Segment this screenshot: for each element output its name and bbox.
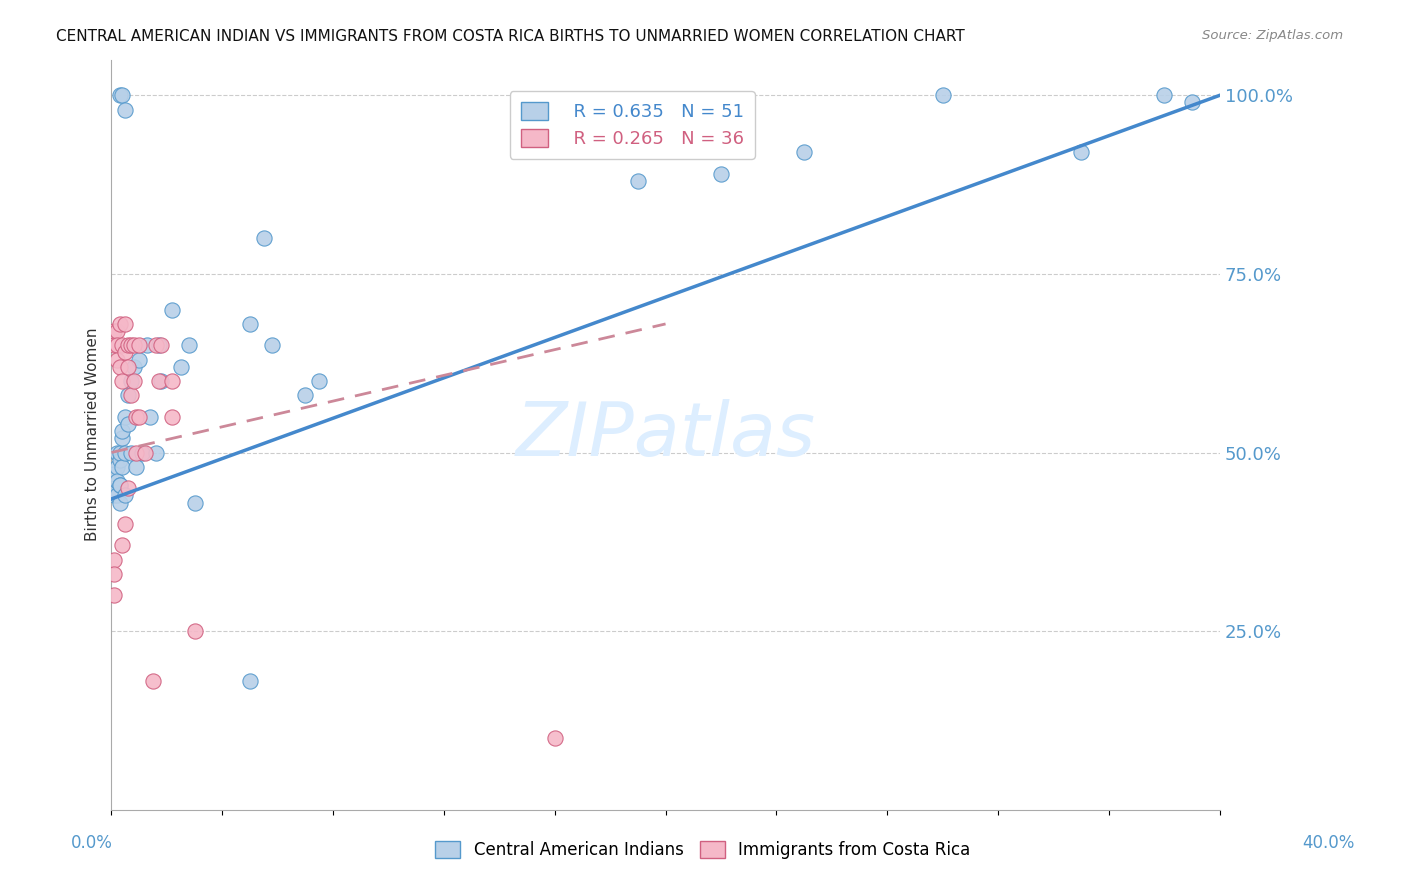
Point xyxy=(103,324,125,338)
Point xyxy=(114,516,136,531)
Point xyxy=(627,174,650,188)
Point xyxy=(125,459,148,474)
Y-axis label: Births to Unmarried Women: Births to Unmarried Women xyxy=(86,328,100,541)
Point xyxy=(150,374,173,388)
Point xyxy=(183,624,205,639)
Point xyxy=(253,231,276,245)
Point xyxy=(117,359,139,374)
Point xyxy=(1181,95,1204,110)
Point xyxy=(122,338,145,352)
Point xyxy=(262,338,284,352)
Point xyxy=(148,374,170,388)
Point xyxy=(128,338,150,352)
Point xyxy=(105,488,128,502)
Point xyxy=(111,424,134,438)
Point xyxy=(308,374,330,388)
Point xyxy=(103,488,125,502)
Point xyxy=(111,431,134,445)
Point xyxy=(139,409,162,424)
Point xyxy=(117,417,139,431)
Text: 0.0%: 0.0% xyxy=(70,834,112,852)
Point xyxy=(103,467,125,481)
Point xyxy=(134,445,156,459)
Point xyxy=(931,88,953,103)
Point xyxy=(544,731,567,746)
Point xyxy=(122,359,145,374)
Point xyxy=(105,338,128,352)
Point xyxy=(142,674,165,689)
Point xyxy=(125,409,148,424)
Point xyxy=(103,484,125,499)
Point xyxy=(120,445,142,459)
Point xyxy=(117,338,139,352)
Point xyxy=(114,345,136,359)
Point xyxy=(1070,145,1092,160)
Point xyxy=(114,488,136,502)
Point xyxy=(103,588,125,602)
Point xyxy=(162,409,184,424)
Point xyxy=(120,374,142,388)
Point xyxy=(128,409,150,424)
Point xyxy=(162,302,184,317)
Point xyxy=(1153,88,1175,103)
Point xyxy=(108,477,131,491)
Point xyxy=(177,338,200,352)
Legend: Central American Indians, Immigrants from Costa Rica: Central American Indians, Immigrants fro… xyxy=(429,834,977,866)
Point xyxy=(145,445,167,459)
Point xyxy=(136,338,159,352)
Point xyxy=(111,88,134,103)
Point xyxy=(108,359,131,374)
Point xyxy=(239,317,262,331)
Point xyxy=(117,481,139,495)
Point xyxy=(294,388,316,402)
Point xyxy=(103,566,125,581)
Point xyxy=(105,445,128,459)
Point xyxy=(105,352,128,367)
Text: ZIPatlas: ZIPatlas xyxy=(516,399,815,471)
Point xyxy=(111,538,134,552)
Point xyxy=(183,495,205,509)
Point xyxy=(145,338,167,352)
Point xyxy=(111,338,134,352)
Text: CENTRAL AMERICAN INDIAN VS IMMIGRANTS FROM COSTA RICA BIRTHS TO UNMARRIED WOMEN : CENTRAL AMERICAN INDIAN VS IMMIGRANTS FR… xyxy=(56,29,965,44)
Point xyxy=(105,324,128,338)
Point xyxy=(108,445,131,459)
Text: 40.0%: 40.0% xyxy=(1302,834,1355,852)
Point xyxy=(111,459,134,474)
Point xyxy=(148,338,170,352)
Point xyxy=(108,477,131,491)
Point xyxy=(105,474,128,488)
Point xyxy=(170,359,193,374)
Point xyxy=(122,374,145,388)
Point xyxy=(120,388,142,402)
Point xyxy=(162,374,184,388)
Point xyxy=(120,338,142,352)
Point xyxy=(114,445,136,459)
Point xyxy=(793,145,815,160)
Point xyxy=(108,88,131,103)
Point xyxy=(150,338,173,352)
Point xyxy=(239,674,262,689)
Point xyxy=(114,317,136,331)
Point xyxy=(131,445,153,459)
Point xyxy=(105,459,128,474)
Point xyxy=(125,445,148,459)
Legend:   R = 0.635   N = 51,   R = 0.265   N = 36: R = 0.635 N = 51, R = 0.265 N = 36 xyxy=(510,91,755,159)
Point xyxy=(710,167,733,181)
Point xyxy=(117,388,139,402)
Point xyxy=(108,317,131,331)
Point xyxy=(128,352,150,367)
Point xyxy=(111,374,134,388)
Point xyxy=(108,452,131,467)
Point xyxy=(103,338,125,352)
Text: Source: ZipAtlas.com: Source: ZipAtlas.com xyxy=(1202,29,1343,42)
Point xyxy=(114,409,136,424)
Point xyxy=(103,552,125,566)
Point xyxy=(108,495,131,509)
Point xyxy=(114,103,136,117)
